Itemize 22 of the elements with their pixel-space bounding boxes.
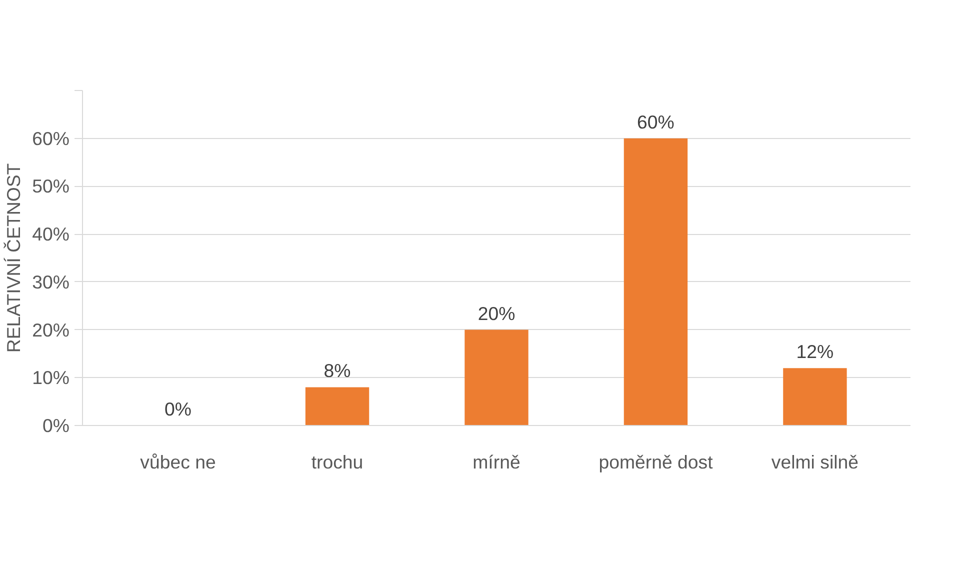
bar — [305, 387, 370, 426]
y-tick-label: 20% — [32, 319, 70, 340]
data-label: 60% — [637, 111, 674, 132]
x-tick-label: vůbec ne — [140, 452, 216, 472]
x-tick-label: velmi silně — [771, 452, 859, 472]
bar — [783, 368, 847, 426]
data-label: 20% — [478, 302, 516, 324]
bar — [624, 138, 688, 426]
x-tick-label: mírně — [472, 452, 520, 472]
data-label: 0% — [164, 398, 192, 420]
x-tick-label: poměrně dost — [598, 452, 714, 472]
y-tick-label: 40% — [32, 224, 70, 245]
bar — [464, 330, 528, 426]
y-tick-label: 50% — [32, 176, 70, 197]
y-tick-label: 60% — [32, 128, 70, 149]
y-tick-label: 30% — [32, 271, 70, 292]
y-tick-label: 0% — [42, 415, 70, 436]
data-label: 12% — [796, 341, 834, 362]
data-label: 8% — [324, 360, 351, 382]
x-tick-label: trochu — [311, 452, 364, 472]
y-tick-label: 10% — [32, 367, 70, 388]
y-axis-title: RELATIVNÍ ČETNOST — [3, 163, 24, 353]
